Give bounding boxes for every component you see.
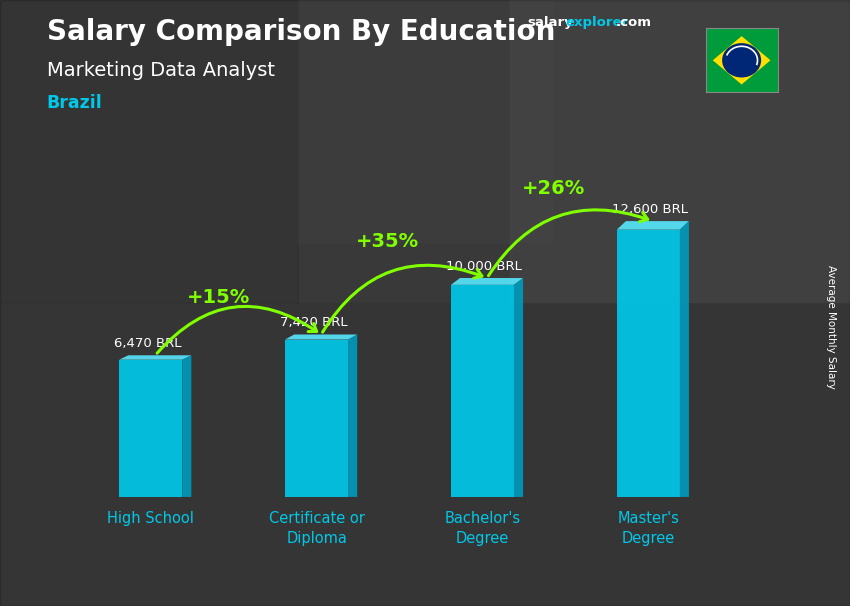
Polygon shape xyxy=(514,278,523,497)
Bar xyxy=(0,303,850,606)
Bar xyxy=(298,0,552,242)
FancyBboxPatch shape xyxy=(119,360,182,497)
Text: Marketing Data Analyst: Marketing Data Analyst xyxy=(47,61,275,79)
Polygon shape xyxy=(712,36,770,84)
Polygon shape xyxy=(450,278,523,285)
Polygon shape xyxy=(680,221,688,497)
Polygon shape xyxy=(617,221,689,230)
FancyBboxPatch shape xyxy=(617,230,680,497)
Text: 6,470 BRL: 6,470 BRL xyxy=(114,337,182,350)
Text: Brazil: Brazil xyxy=(47,94,103,112)
Text: .com: .com xyxy=(615,16,651,28)
Polygon shape xyxy=(119,355,191,360)
Circle shape xyxy=(722,43,761,78)
Text: explorer: explorer xyxy=(565,16,628,28)
Text: Average Monthly Salary: Average Monthly Salary xyxy=(826,265,836,389)
Text: +26%: +26% xyxy=(522,179,585,198)
Text: 12,600 BRL: 12,600 BRL xyxy=(612,203,688,216)
Bar xyxy=(510,0,850,303)
Text: Salary Comparison By Education: Salary Comparison By Education xyxy=(47,18,555,46)
Text: salary: salary xyxy=(527,16,573,28)
Bar xyxy=(0,0,298,303)
Polygon shape xyxy=(348,335,357,497)
Polygon shape xyxy=(182,355,191,497)
FancyBboxPatch shape xyxy=(450,285,514,497)
Text: +35%: +35% xyxy=(356,232,419,251)
Polygon shape xyxy=(285,335,357,339)
Text: +15%: +15% xyxy=(187,288,250,307)
Text: 7,420 BRL: 7,420 BRL xyxy=(280,316,348,330)
Text: 10,000 BRL: 10,000 BRL xyxy=(446,260,522,273)
FancyBboxPatch shape xyxy=(285,339,348,497)
